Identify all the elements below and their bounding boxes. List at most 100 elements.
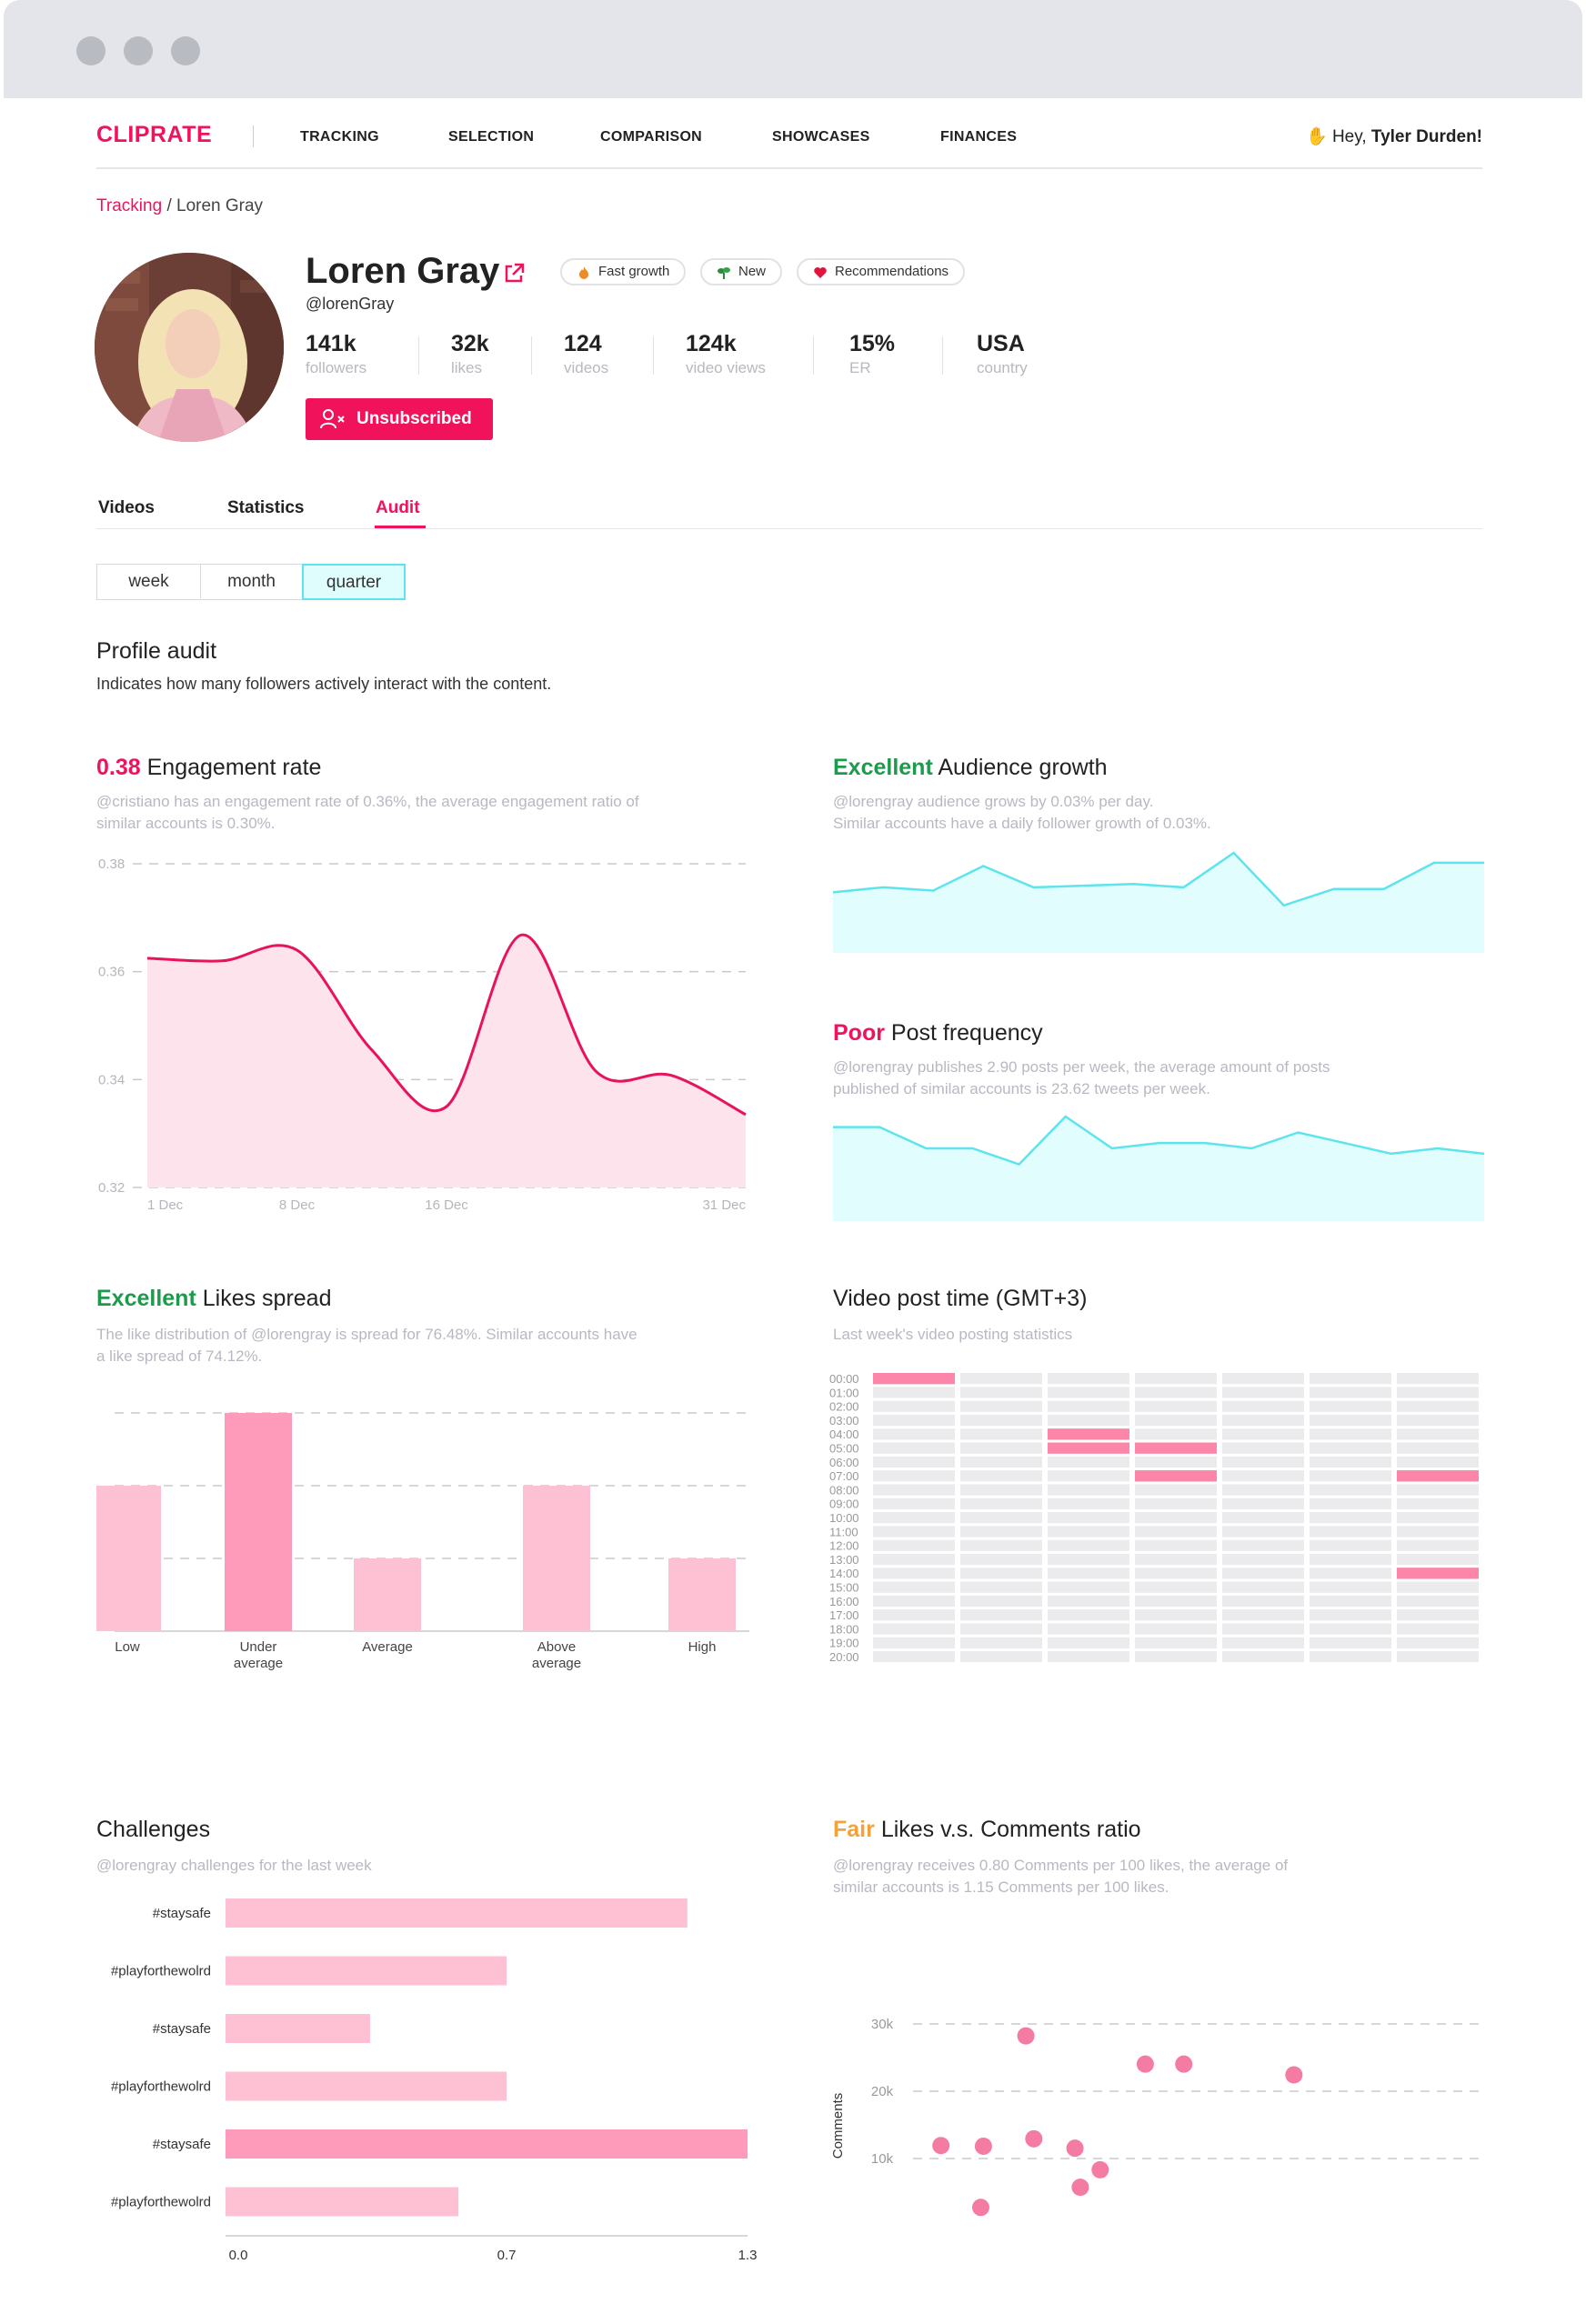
heat-cell (960, 1651, 1042, 1662)
scatter-point (971, 2199, 989, 2217)
hour-label: 01:00 (829, 1386, 859, 1399)
heat-cell (873, 1400, 955, 1412)
window-close-dot[interactable] (76, 36, 105, 65)
window-minimize-dot[interactable] (124, 36, 153, 65)
hour-label: 05:00 (829, 1442, 859, 1456)
y-tick-label: 0.34 (98, 1072, 125, 1087)
stat-value: 141k (306, 331, 356, 356)
heat-cell (960, 1442, 1042, 1454)
heat-cell (873, 1595, 955, 1608)
engagement-title-text: Engagement rate (146, 755, 322, 780)
challenge-label: #staysafe (153, 2021, 211, 2037)
heat-cell (1048, 1484, 1129, 1496)
heat-cell (1222, 1651, 1304, 1662)
heat-cell (1397, 1484, 1479, 1496)
window-maximize-dot[interactable] (171, 36, 200, 65)
heat-cell (1310, 1595, 1391, 1608)
heat-cell (1048, 1512, 1129, 1524)
tag-recommendations[interactable]: Recommendations (797, 258, 966, 285)
heat-cell (1135, 1400, 1217, 1412)
period-toggle: week month quarter (96, 563, 406, 600)
heat-cell (1397, 1526, 1479, 1538)
heat-cell (1222, 1595, 1304, 1608)
heat-cell (1135, 1387, 1217, 1398)
period-month[interactable]: month (201, 565, 303, 598)
stat-separator (531, 336, 532, 375)
challenge-label: #playforthewolrd (111, 2195, 211, 2210)
nav-finances[interactable]: FINANCES (940, 129, 1018, 145)
likes-comments-rating: Fair (833, 1817, 875, 1842)
post-cell (1048, 1428, 1129, 1440)
challenges-title: Challenges (96, 1817, 211, 1842)
heat-cell (1310, 1484, 1391, 1496)
audience-title: Excellent Audience growth (833, 755, 1108, 781)
x-tick-label: 1 Dec (147, 1197, 184, 1213)
challenges-desc: @lorengray challenges for the last week (96, 1857, 372, 1874)
heat-cell (1222, 1623, 1304, 1635)
x-tick-label: 0.7 (497, 2248, 517, 2263)
breadcrumb-tracking-link[interactable]: Tracking (96, 196, 163, 215)
tab-videos[interactable]: Videos (98, 498, 155, 517)
tag-label: Recommendations (835, 264, 949, 279)
logo[interactable]: CLIPRATE (96, 122, 213, 147)
heat-cell (1397, 1553, 1479, 1566)
post-cell (1397, 1470, 1479, 1482)
tag-fast-growth[interactable]: Fast growth (560, 258, 687, 285)
unsubscribe-button[interactable]: Unsubscribed (306, 398, 493, 440)
stat-separator (942, 336, 943, 375)
tab-audit[interactable]: Audit (376, 498, 420, 517)
frequency-area (833, 1117, 1484, 1221)
tag-new[interactable]: New (700, 258, 783, 285)
page-content: CLIPRATE TRACKING SELECTION COMPARISON S… (0, 98, 1586, 2324)
post-frequency-title-text: Post frequency (890, 1020, 1043, 1046)
breadcrumb-separator: / (166, 196, 172, 215)
stat-country: USA country (977, 331, 1028, 377)
heat-cell (1135, 1568, 1217, 1579)
heat-cell (1048, 1526, 1129, 1538)
header-divider (96, 167, 1482, 169)
heat-cell (1222, 1414, 1304, 1427)
audience-rating: Excellent (833, 755, 933, 780)
breadcrumb-current: Loren Gray (176, 196, 264, 215)
greeting-prefix: Hey, (1331, 127, 1367, 146)
spread-bar (225, 1413, 292, 1631)
engagement-title: 0.38 Engagement rate (96, 755, 321, 781)
tab-statistics[interactable]: Statistics (227, 498, 305, 517)
user-greeting[interactable]: ✋ Hey, Tyler Durden! (1306, 125, 1482, 147)
hour-label: 19:00 (829, 1637, 859, 1650)
heat-cell (1310, 1428, 1391, 1440)
nav-separator (253, 125, 254, 147)
fire-icon (577, 265, 591, 279)
nav-showcases[interactable]: SHOWCASES (772, 129, 870, 145)
nav-tracking[interactable]: TRACKING (300, 129, 379, 145)
likes-vs-comments-chart: 30k20k10k050k60k70k80k90kLikesComments (830, 2017, 1482, 2217)
period-week[interactable]: week (97, 565, 201, 598)
tag-label: Fast growth (598, 264, 670, 279)
heat-cell (1222, 1428, 1304, 1440)
period-quarter[interactable]: quarter (302, 563, 406, 600)
category-label: High (688, 1639, 717, 1655)
spread-bar (523, 1486, 590, 1631)
unsubscribe-label: Unsubscribed (356, 409, 472, 428)
avatar (95, 253, 284, 442)
external-link-icon[interactable] (502, 262, 526, 285)
heat-cell (960, 1387, 1042, 1398)
heat-cell (1048, 1637, 1129, 1648)
audience-line (833, 851, 1484, 907)
nav-selection[interactable]: SELECTION (448, 129, 535, 145)
sprout-icon (717, 265, 731, 279)
tabs-divider (96, 528, 1482, 529)
heat-cell (1397, 1400, 1479, 1412)
heat-cell (873, 1442, 955, 1454)
spread-bar (668, 1558, 736, 1631)
hour-label: 20:00 (829, 1650, 859, 1662)
heat-cell (960, 1414, 1042, 1427)
heat-cell (1135, 1414, 1217, 1427)
stat-label: followers (306, 359, 367, 376)
heat-cell (1310, 1498, 1391, 1509)
heat-cell (1135, 1498, 1217, 1509)
heat-cell (1135, 1637, 1217, 1648)
scatter-point (932, 2137, 950, 2155)
heat-cell (1397, 1623, 1479, 1635)
nav-comparison[interactable]: COMPARISON (600, 129, 703, 145)
